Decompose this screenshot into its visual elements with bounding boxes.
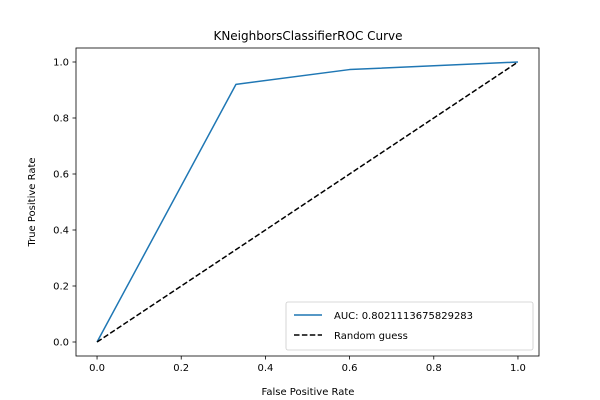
legend-label-1: Random guess bbox=[334, 331, 408, 342]
series-line-0 bbox=[96, 61, 518, 343]
x-axis-label: False Positive Rate bbox=[262, 387, 355, 398]
series-line-1 bbox=[96, 61, 519, 343]
legend: AUC: 0.8021113675829283 Random guess bbox=[285, 301, 534, 351]
y-tick-label: 0.2 bbox=[53, 282, 69, 293]
y-axis-label: True Positive Rate bbox=[27, 157, 38, 247]
y-tick-label: 1.0 bbox=[53, 58, 69, 69]
plot-area bbox=[96, 61, 519, 343]
y-tick-label: 0.6 bbox=[53, 170, 69, 181]
x-tick-label: 0.8 bbox=[426, 363, 442, 374]
x-tick-label: 0.4 bbox=[257, 363, 273, 374]
x-axis: 0.0 0.2 0.4 0.6 0.8 1.0 bbox=[89, 356, 526, 374]
chart-title: KNeighborsClassifierROC Curve bbox=[213, 29, 402, 43]
legend-box bbox=[285, 301, 534, 351]
y-axis: 0.0 0.2 0.4 0.6 0.8 1.0 bbox=[53, 58, 76, 349]
x-tick-label: 0.2 bbox=[173, 363, 189, 374]
y-tick-label: 0.8 bbox=[53, 114, 69, 125]
y-tick-label: 0.4 bbox=[53, 226, 69, 237]
y-tick-label: 0.0 bbox=[53, 338, 69, 349]
x-tick-label: 0.0 bbox=[89, 363, 105, 374]
legend-label-0: AUC: 0.8021113675829283 bbox=[334, 311, 473, 322]
plot-frame bbox=[75, 47, 540, 357]
x-tick-label: 0.6 bbox=[342, 363, 358, 374]
x-tick-label: 1.0 bbox=[510, 363, 526, 374]
